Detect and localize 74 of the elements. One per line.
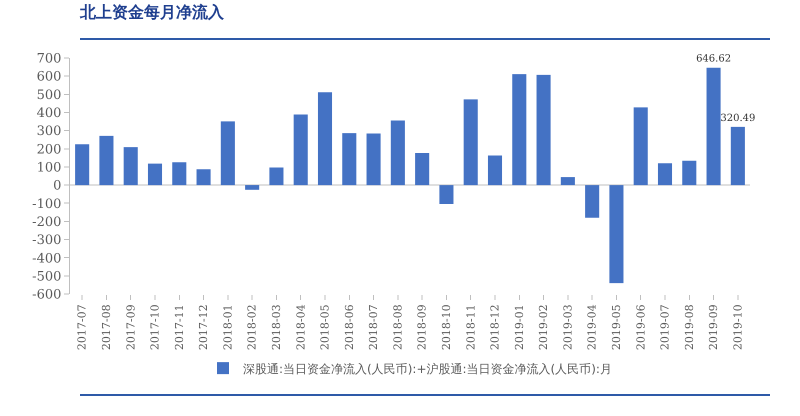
y-tick-label: 300 [36, 124, 62, 140]
bar [124, 147, 138, 186]
x-tick-label: 2018-11 [464, 304, 478, 350]
x-tick-label: 2017-10 [148, 304, 162, 350]
y-tick-label: 200 [36, 142, 62, 158]
x-tick-label: 2019-02 [537, 304, 550, 350]
x-tick-label: 2019-03 [561, 304, 574, 350]
y-tick-label: 400 [36, 106, 62, 122]
y-tick-label: 500 [36, 88, 62, 103]
x-tick-label: 2018-06 [342, 304, 356, 350]
bar [269, 167, 284, 186]
y-tick-label: -600 [32, 288, 62, 303]
y-tick-label: -400 [32, 251, 62, 266]
x-tick-label: 2018-09 [416, 304, 429, 350]
y-tick-label: -500 [32, 269, 62, 284]
x-tick-label: 2018-08 [391, 304, 404, 350]
data-label: 320.49 [720, 112, 756, 124]
x-tick-label: 2019-07 [658, 304, 672, 350]
bar [706, 68, 721, 186]
bar [682, 160, 696, 186]
x-tick-label: 2017-11 [172, 304, 186, 350]
bar [585, 185, 600, 218]
legend-label: 深股通:当日资金净流入(人民币):+沪股通:当日资金净流入(人民币):月 [243, 362, 612, 376]
bar [366, 134, 381, 186]
y-tick-label: 0 [53, 178, 62, 194]
x-tick-label: 2019-04 [586, 304, 599, 350]
x-tick-label: 2019-10 [731, 304, 744, 350]
bar [75, 144, 90, 186]
bar [512, 74, 526, 186]
bar [730, 126, 745, 186]
x-tick-label: 2019-06 [634, 304, 648, 350]
x-tick-label: 2019-01 [512, 304, 526, 350]
x-tick-label: 2019-08 [682, 304, 696, 350]
y-tick-label: -300 [32, 233, 62, 248]
bar [488, 155, 502, 186]
data-label: 646.62 [696, 54, 732, 65]
x-tick-label: 2018-07 [367, 304, 380, 350]
bar [220, 121, 235, 186]
bar [658, 163, 672, 186]
bar [415, 152, 430, 186]
bar [196, 169, 211, 186]
x-tick-label: 2018-01 [221, 304, 234, 350]
bar [342, 133, 356, 186]
y-tick-label: -100 [32, 196, 62, 212]
y-tick-label: 700 [36, 52, 62, 67]
bar [148, 164, 162, 186]
bar [172, 162, 186, 186]
bar [390, 120, 405, 186]
x-tick-label: 2018-12 [488, 304, 502, 350]
bar [294, 114, 308, 186]
chart-title: 北上资金每月净流入 [79, 2, 225, 22]
bar [439, 185, 454, 204]
bar [99, 136, 114, 186]
x-tick-label: 2017-09 [124, 304, 138, 350]
x-tick-label: 2018-04 [294, 304, 308, 350]
bar [560, 177, 575, 186]
x-tick-label: 2018-10 [440, 304, 454, 350]
y-tick-label: -200 [32, 214, 62, 230]
x-tick-label: 2017-07 [76, 304, 89, 350]
bar [536, 74, 551, 186]
bar [464, 99, 478, 186]
x-tick-label: 2019-05 [610, 304, 624, 350]
y-tick-label: 600 [36, 70, 62, 85]
bar [245, 185, 260, 190]
x-tick-label: 2018-02 [246, 304, 259, 350]
y-tick-label: 100 [36, 160, 62, 176]
bar [318, 92, 332, 186]
x-tick-label: 2018-05 [318, 304, 332, 350]
bar [634, 107, 648, 186]
x-tick-label: 2017-12 [197, 304, 210, 350]
x-tick-label: 2019-09 [707, 304, 720, 350]
x-tick-label: 2018-03 [270, 304, 284, 350]
x-tick-label: 2017-08 [100, 304, 114, 350]
bar [609, 185, 624, 284]
